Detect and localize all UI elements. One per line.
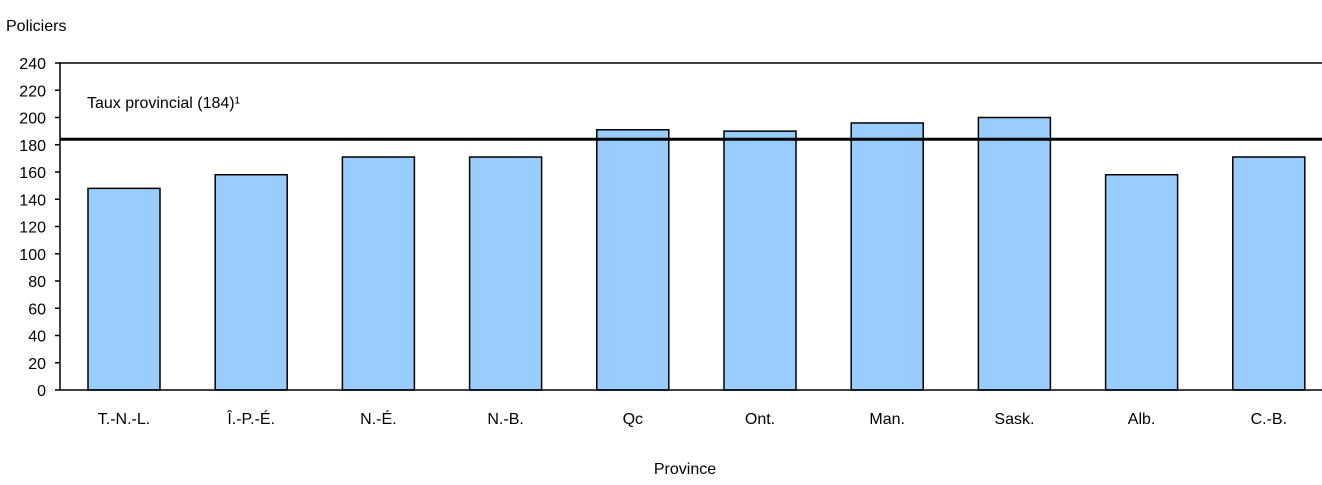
y-tick-label: 40: [28, 329, 46, 346]
y-tick-label: 20: [28, 356, 46, 373]
bar: [341, 156, 416, 391]
y-axis-title: Policiers: [6, 18, 66, 35]
x-tick-label: Ont.: [745, 411, 775, 428]
y-tick-label: 0: [37, 383, 46, 400]
x-tick-label: Alb.: [1128, 411, 1156, 428]
y-axis-ticks: 0 20 40 60 80 100 120 140 160 180 200 220 240: [19, 56, 60, 400]
y-tick-label: 220: [19, 83, 46, 100]
y-tick-label: 180: [19, 138, 46, 155]
bar: [977, 116, 1052, 391]
y-tick-label: 100: [19, 247, 46, 264]
y-tick-label: 240: [19, 56, 46, 73]
y-tick-label: 80: [28, 274, 46, 291]
bar: [214, 173, 288, 391]
y-tick-label: 140: [19, 192, 46, 209]
x-tick-label: Man.: [869, 411, 905, 428]
bar: [1104, 173, 1179, 391]
x-tick-label: Sask.: [994, 411, 1034, 428]
y-tick-label: 60: [28, 301, 46, 318]
bar: [1232, 156, 1306, 391]
x-tick-label: C.-B.: [1251, 411, 1287, 428]
x-tick-label: N.-É.: [360, 409, 396, 428]
y-tick-label: 120: [19, 220, 46, 237]
y-tick-label: 200: [19, 111, 46, 128]
bar: [850, 122, 924, 391]
bar: [468, 156, 543, 391]
x-tick-label: T.-N.-L.: [98, 411, 150, 428]
bar: [723, 130, 797, 391]
bar: [596, 129, 670, 391]
reference-line-label: Taux provincial (184)¹: [87, 95, 240, 112]
x-axis-title: Province: [654, 461, 716, 478]
plot-frame: [59, 62, 1322, 391]
bars: [87, 116, 1306, 391]
y-tick-label: 160: [19, 165, 46, 182]
bar: [87, 187, 161, 391]
x-tick-label: N.-B.: [487, 411, 523, 428]
x-tick-label: Î.-P.-É.: [226, 409, 275, 428]
x-tick-label: Qc: [623, 411, 643, 428]
x-axis-ticks: T.-N.-L. Î.-P.-É. N.-É. N.-B. Qc Ont. Man. Sask…: [98, 409, 1287, 428]
